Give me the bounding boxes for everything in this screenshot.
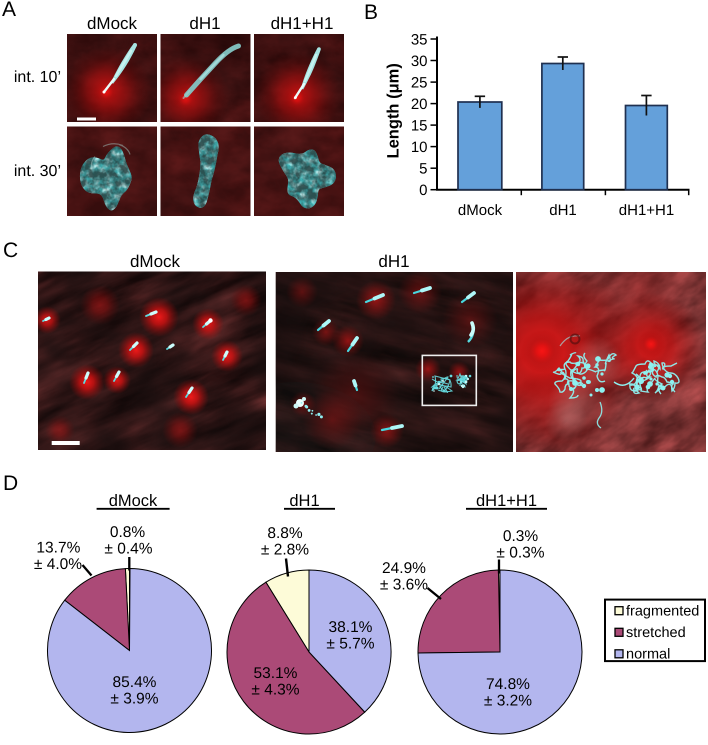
svg-text:normal: normal bbox=[626, 647, 670, 663]
svg-text:20: 20 bbox=[411, 96, 428, 113]
svg-text:15: 15 bbox=[411, 118, 428, 135]
svg-text:± 2.8%: ± 2.8% bbox=[261, 542, 309, 559]
svg-text:fragmented: fragmented bbox=[626, 604, 699, 620]
svg-text:± 0.3%: ± 0.3% bbox=[496, 545, 544, 562]
svg-text:dMock: dMock bbox=[458, 202, 503, 219]
svg-text:85.4%: 85.4% bbox=[113, 674, 157, 691]
svg-text:dH1: dH1 bbox=[549, 202, 577, 219]
svg-text:stretched: stretched bbox=[626, 625, 686, 641]
svg-text:dH1: dH1 bbox=[189, 14, 220, 33]
svg-text:10: 10 bbox=[411, 139, 428, 156]
svg-text:D: D bbox=[3, 472, 18, 495]
svg-text:8.8%: 8.8% bbox=[267, 525, 303, 542]
svg-text:± 5.7%: ± 5.7% bbox=[326, 636, 374, 653]
svg-text:A: A bbox=[2, 0, 16, 21]
svg-text:dMock: dMock bbox=[109, 492, 158, 510]
svg-text:0: 0 bbox=[419, 182, 427, 199]
svg-text:± 4.0%: ± 4.0% bbox=[34, 556, 82, 573]
svg-text:int. 10’: int. 10’ bbox=[14, 69, 61, 86]
svg-text:C: C bbox=[3, 239, 18, 262]
svg-text:± 0.4%: ± 0.4% bbox=[104, 541, 152, 558]
svg-text:24.9%: 24.9% bbox=[382, 560, 426, 577]
svg-text:± 3.9%: ± 3.9% bbox=[110, 691, 158, 708]
svg-text:B: B bbox=[364, 1, 378, 24]
svg-text:dMock: dMock bbox=[87, 14, 138, 33]
svg-text:± 3.6%: ± 3.6% bbox=[380, 577, 428, 594]
svg-text:0.8%: 0.8% bbox=[110, 524, 146, 541]
svg-text:dMock: dMock bbox=[130, 252, 181, 271]
svg-text:± 4.3%: ± 4.3% bbox=[251, 682, 299, 699]
svg-text:30: 30 bbox=[411, 53, 428, 70]
svg-text:0.3%: 0.3% bbox=[503, 528, 539, 545]
svg-text:25: 25 bbox=[411, 75, 428, 92]
svg-text:35: 35 bbox=[411, 31, 428, 48]
svg-text:± 3.2%: ± 3.2% bbox=[484, 692, 532, 709]
svg-text:5: 5 bbox=[419, 161, 427, 178]
svg-text:dH1: dH1 bbox=[378, 252, 409, 271]
svg-text:dH1+H1: dH1+H1 bbox=[271, 14, 334, 33]
svg-text:int. 30’: int. 30’ bbox=[14, 163, 61, 180]
svg-text:13.7%: 13.7% bbox=[36, 540, 80, 557]
svg-text:dH1+H1: dH1+H1 bbox=[476, 492, 537, 510]
svg-text:Length (μm): Length (μm) bbox=[384, 63, 402, 158]
svg-text:dH1+H1: dH1+H1 bbox=[619, 202, 674, 219]
svg-text:74.8%: 74.8% bbox=[486, 676, 530, 693]
svg-text:53.1%: 53.1% bbox=[254, 665, 298, 682]
svg-text:38.1%: 38.1% bbox=[329, 619, 373, 636]
svg-text:dH1: dH1 bbox=[289, 492, 319, 510]
